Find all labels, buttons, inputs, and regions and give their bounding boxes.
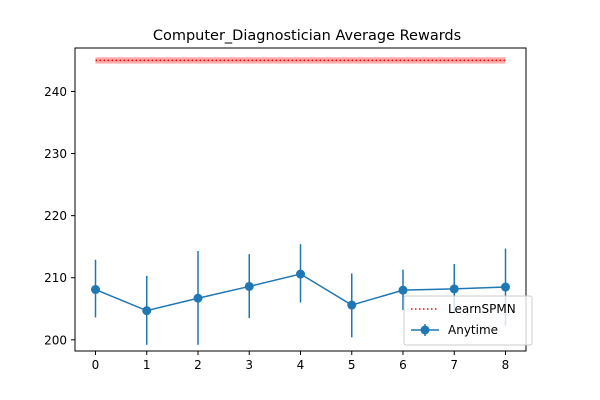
x-tick-label: 4: [297, 358, 305, 372]
data-point: [142, 306, 152, 316]
legend-label-baseline: LearnSPMN: [448, 302, 516, 316]
x-tick-label: 8: [502, 358, 510, 372]
y-tick-label: 220: [44, 209, 67, 223]
x-tick-label: 5: [348, 358, 356, 372]
x-tick-label: 3: [245, 358, 253, 372]
y-tick-label: 230: [44, 147, 67, 161]
legend-swatch-marker: [420, 325, 430, 335]
data-point: [347, 300, 357, 310]
data-point: [91, 285, 100, 295]
y-tick-label: 200: [44, 333, 67, 347]
y-tick-label: 240: [44, 85, 67, 99]
data-point: [449, 284, 459, 294]
legend-label-series: Anytime: [448, 323, 498, 337]
data-point: [501, 282, 510, 292]
data-point: [296, 269, 305, 279]
x-tick-label: 1: [143, 358, 151, 372]
x-axis: 0 1 2 3 4 5 6 7 8: [92, 351, 510, 372]
legend: LearnSPMN Anytime: [403, 295, 533, 346]
data-point: [398, 285, 408, 295]
y-axis: 200 210 220 230 240: [44, 85, 75, 347]
x-tick-label: 2: [194, 358, 202, 372]
chart-title: Computer_Diagnostician Average Rewards: [153, 28, 461, 44]
data-point: [193, 293, 203, 303]
x-tick-label: 7: [450, 358, 458, 372]
data-point: [244, 281, 254, 291]
x-tick-label: 6: [399, 358, 407, 372]
x-tick-label: 0: [92, 358, 100, 372]
y-tick-label: 210: [44, 271, 67, 285]
